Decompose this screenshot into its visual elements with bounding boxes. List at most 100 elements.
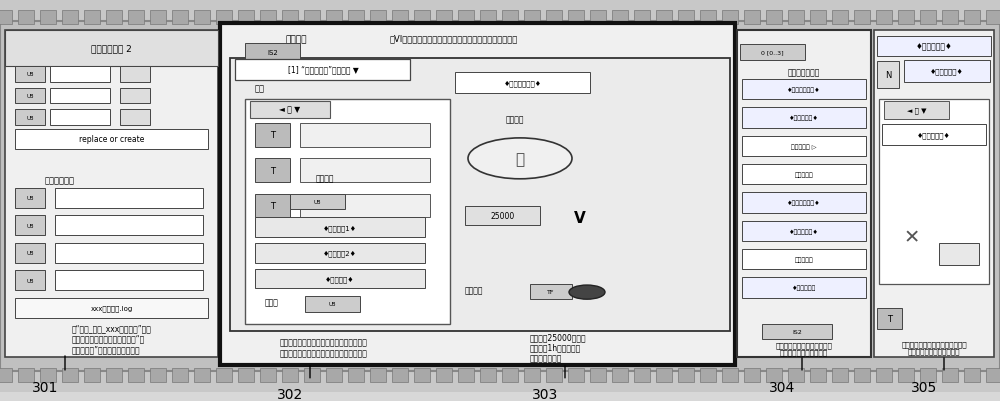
Bar bbox=[877, 62, 899, 88]
Bar bbox=[678, 11, 694, 25]
Bar bbox=[436, 11, 452, 25]
Bar bbox=[260, 369, 276, 382]
Bar bbox=[40, 11, 56, 25]
Bar bbox=[370, 369, 386, 382]
Text: ◄ 真 ▼: ◄ 真 ▼ bbox=[907, 107, 927, 114]
Text: U8: U8 bbox=[26, 115, 34, 120]
Bar bbox=[172, 369, 188, 382]
Bar bbox=[656, 11, 672, 25]
Bar bbox=[235, 60, 410, 81]
Bar bbox=[62, 369, 78, 382]
Text: 遍历单次上电所产生的历史记录文
件，若为空文件，则删除。: 遍历单次上电所产生的历史记录文 件，若为空文件，则删除。 bbox=[901, 340, 967, 354]
Bar bbox=[742, 108, 866, 128]
Text: 数据记录集 ▷: 数据记录集 ▷ bbox=[791, 144, 817, 149]
Bar bbox=[245, 45, 300, 61]
Text: N: N bbox=[885, 71, 891, 79]
Bar bbox=[920, 369, 936, 382]
Text: U8: U8 bbox=[26, 196, 34, 200]
Text: ♦数据记录句所♦: ♦数据记录句所♦ bbox=[787, 87, 821, 93]
Text: 301: 301 bbox=[32, 380, 58, 393]
Bar bbox=[304, 369, 320, 382]
Bar bbox=[904, 61, 990, 83]
Bar bbox=[874, 31, 994, 357]
Bar bbox=[742, 277, 866, 298]
Bar bbox=[502, 369, 518, 382]
Text: T: T bbox=[270, 166, 275, 175]
Text: ♦记录路径集♦: ♦记录路径集♦ bbox=[917, 132, 951, 138]
Text: ♦记录文件数: ♦记录文件数 bbox=[792, 285, 816, 290]
Bar bbox=[480, 11, 496, 25]
Text: T: T bbox=[270, 131, 275, 140]
Text: xxx数据记录.log: xxx数据记录.log bbox=[90, 305, 133, 312]
Text: 新値: 新値 bbox=[255, 84, 265, 93]
Bar bbox=[15, 188, 45, 208]
Text: 记录数＞25000条或记
录时间＞1h，重新创建
数据记录文件。: 记录数＞25000条或记 录时间＞1h，重新创建 数据记录文件。 bbox=[530, 332, 587, 362]
Text: 基于事件机制，检测到有效数据帧或用户操
作开关动作，按格式组装数据并写入文件。: 基于事件机制，检测到有效数据帧或用户操 作开关动作，按格式组装数据并写入文件。 bbox=[280, 338, 368, 357]
Bar bbox=[304, 11, 320, 25]
Text: ♦数据记录路径♦: ♦数据记录路径♦ bbox=[787, 200, 821, 206]
Bar bbox=[55, 271, 203, 290]
Bar bbox=[742, 221, 866, 241]
Bar bbox=[238, 369, 254, 382]
Bar bbox=[634, 11, 650, 25]
Bar bbox=[40, 369, 56, 382]
Bar bbox=[524, 369, 540, 382]
Bar bbox=[300, 194, 430, 218]
Text: 工作结束: 工作结束 bbox=[465, 286, 484, 295]
Text: U8: U8 bbox=[26, 94, 34, 99]
Bar bbox=[788, 369, 804, 382]
Bar bbox=[742, 136, 866, 157]
Text: [1] “有效帧标志”：値改变 ▼: [1] “有效帧标志”：値改变 ▼ bbox=[288, 65, 358, 74]
Text: ♦记录文件数♦: ♦记录文件数♦ bbox=[916, 43, 952, 52]
Bar bbox=[245, 100, 450, 324]
Bar bbox=[50, 67, 110, 83]
Bar bbox=[282, 369, 298, 382]
Bar bbox=[762, 324, 832, 340]
Text: ♦操作开关2♦: ♦操作开关2♦ bbox=[323, 250, 357, 257]
Bar bbox=[742, 249, 866, 269]
Bar bbox=[238, 11, 254, 25]
Bar bbox=[546, 369, 562, 382]
Bar bbox=[882, 125, 986, 145]
Bar bbox=[348, 369, 364, 382]
Text: 数据记录路径: 数据记录路径 bbox=[45, 176, 75, 185]
Bar bbox=[15, 110, 45, 126]
Bar bbox=[590, 11, 606, 25]
Bar bbox=[656, 369, 672, 382]
Bar bbox=[326, 369, 342, 382]
Bar bbox=[216, 11, 232, 25]
Text: T: T bbox=[887, 314, 892, 323]
Bar bbox=[876, 369, 892, 382]
Bar bbox=[18, 11, 34, 25]
Bar bbox=[18, 369, 34, 382]
Bar bbox=[942, 11, 958, 25]
Bar bbox=[744, 11, 760, 25]
Bar bbox=[0, 22, 1000, 371]
Bar bbox=[255, 218, 425, 237]
Bar bbox=[255, 124, 290, 147]
Bar bbox=[414, 369, 430, 382]
Bar bbox=[700, 369, 716, 382]
Text: V: V bbox=[574, 211, 586, 225]
Text: ♦数据记录句所♦: ♦数据记录句所♦ bbox=[504, 80, 542, 87]
Text: 25000: 25000 bbox=[490, 212, 515, 221]
Bar bbox=[128, 369, 144, 382]
Text: 记录路径集: 记录路径集 bbox=[795, 172, 813, 177]
Text: ✕: ✕ bbox=[904, 228, 920, 247]
Text: T: T bbox=[270, 202, 275, 211]
Bar bbox=[986, 11, 1000, 25]
Bar bbox=[106, 369, 122, 382]
Text: U8: U8 bbox=[329, 302, 336, 307]
Bar bbox=[172, 11, 188, 25]
Bar bbox=[458, 369, 474, 382]
Text: ♦操作开关1♦: ♦操作开关1♦ bbox=[323, 224, 357, 231]
Bar bbox=[230, 59, 730, 332]
Bar bbox=[84, 11, 100, 25]
Text: 触发型: 触发型 bbox=[265, 298, 279, 307]
Bar bbox=[964, 369, 980, 382]
Bar bbox=[55, 216, 203, 235]
Bar bbox=[788, 11, 804, 25]
Bar bbox=[120, 88, 150, 104]
Bar bbox=[255, 159, 290, 182]
Bar bbox=[150, 11, 166, 25]
